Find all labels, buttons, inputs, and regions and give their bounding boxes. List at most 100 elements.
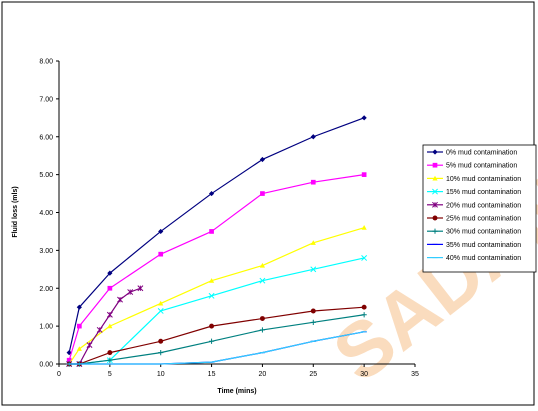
data-point: [361, 225, 367, 230]
data-point: [259, 316, 265, 322]
y-axis-ticks: 0.00 1.00 2.00 3.00 4.00 5.00 6.00 7.00 8.00: [39, 59, 59, 369]
legend-entry: 5% mud contamination: [427, 163, 517, 170]
data-point: [107, 350, 113, 356]
data-point: [209, 323, 215, 329]
series-layer: [66, 115, 368, 367]
data-point: [361, 172, 367, 177]
data-point: [310, 319, 316, 325]
y-tick-label: 8.00: [39, 59, 53, 66]
series-7: [66, 312, 367, 367]
legend-marker: [432, 228, 438, 234]
series-line: [68, 227, 365, 365]
legend-label: 0% mud contamination: [446, 150, 517, 157]
y-tick-label: 5.00: [39, 172, 53, 179]
x-tick-label: 15: [208, 371, 216, 378]
legend-label: 10% mud contamination: [446, 176, 521, 183]
data-point: [106, 311, 113, 318]
y-tick-label: 6.00: [39, 134, 53, 141]
legend-label: 30% mud contamination: [446, 229, 521, 236]
y-tick-label: 0.00: [39, 362, 53, 369]
legend-label: 15% mud contamination: [446, 189, 521, 196]
x-axis-title: Time (mins): [217, 388, 256, 395]
legend: 0% mud contamination 5% mud contamination…: [427, 149, 521, 262]
y-axis-title: Fluid loss (mls): [12, 186, 19, 237]
data-point: [361, 115, 367, 121]
legend-marker: [432, 215, 438, 221]
data-point: [157, 308, 164, 314]
y-tick-label: 2.00: [39, 286, 53, 293]
legend-entry: 35% mud contamination: [427, 242, 521, 249]
y-tick-label: 3.00: [39, 248, 53, 255]
data-point: [259, 327, 266, 333]
legend-entry: 0% mud contamination: [427, 149, 517, 157]
data-point: [361, 312, 367, 318]
data-point: [208, 278, 215, 283]
legend-label: 20% mud contamination: [446, 202, 521, 209]
data-point: [127, 289, 134, 295]
series-line: [68, 174, 365, 361]
data-point: [86, 342, 93, 349]
series-line: [69, 306, 365, 365]
data-point: [76, 346, 82, 351]
series-line: [68, 117, 365, 353]
x-tick-label: 25: [309, 371, 317, 378]
data-point: [107, 270, 113, 276]
legend-entry: 30% mud contamination: [427, 228, 521, 236]
series-2: [66, 172, 367, 363]
data-point: [158, 338, 164, 344]
data-point: [107, 323, 113, 329]
x-tick-label: 0: [57, 371, 61, 378]
legend-marker: [432, 175, 438, 181]
data-point: [208, 338, 215, 344]
series-9: [66, 331, 367, 365]
data-point: [96, 326, 103, 333]
legend-entry: 10% mud contamination: [427, 175, 521, 183]
legend-box: [422, 144, 537, 273]
legend-label: 35% mud contamination: [446, 242, 521, 249]
data-point: [310, 134, 316, 140]
series-line: [69, 331, 365, 365]
data-point: [76, 304, 82, 310]
x-tick-label: 5: [108, 371, 112, 378]
legend-entry: 25% mud contamination: [427, 216, 521, 223]
series-1: [66, 115, 367, 356]
legend-marker: [432, 201, 438, 208]
data-point: [310, 308, 316, 314]
data-point: [158, 300, 164, 306]
legend-label: 25% mud contamination: [446, 216, 521, 223]
data-point: [107, 285, 113, 291]
x-tick-label: 10: [157, 371, 165, 378]
data-point: [208, 292, 215, 299]
data-point: [117, 296, 123, 303]
data-point: [208, 190, 215, 197]
x-tick-label: 20: [259, 371, 267, 378]
legend-label: 40% mud contamination: [446, 255, 521, 262]
data-point: [310, 240, 316, 245]
data-point: [259, 277, 266, 284]
x-tick-label: 35: [411, 371, 419, 378]
legend-marker: [432, 149, 438, 155]
legend-marker: [432, 188, 438, 195]
data-point: [361, 304, 367, 310]
data-point: [259, 262, 266, 268]
data-point: [310, 179, 316, 185]
data-point: [361, 254, 368, 261]
legend-entry: 15% mud contamination: [427, 188, 521, 196]
data-point: [158, 228, 164, 235]
data-point: [158, 251, 164, 257]
data-point: [158, 350, 164, 356]
series-line: [69, 314, 365, 365]
legend-label: 5% mud contamination: [446, 163, 517, 170]
data-point: [137, 285, 144, 292]
y-tick-label: 1.00: [39, 324, 53, 331]
data-point: [77, 323, 82, 329]
data-point: [209, 229, 214, 234]
legend-entry: 20% mud contamination: [427, 201, 521, 209]
y-tick-label: 4.00: [39, 210, 53, 217]
data-point: [259, 156, 266, 163]
legend-entry: 40% mud contamination: [427, 255, 521, 262]
data-point: [310, 266, 317, 273]
data-point: [66, 357, 72, 363]
data-point: [260, 191, 265, 196]
